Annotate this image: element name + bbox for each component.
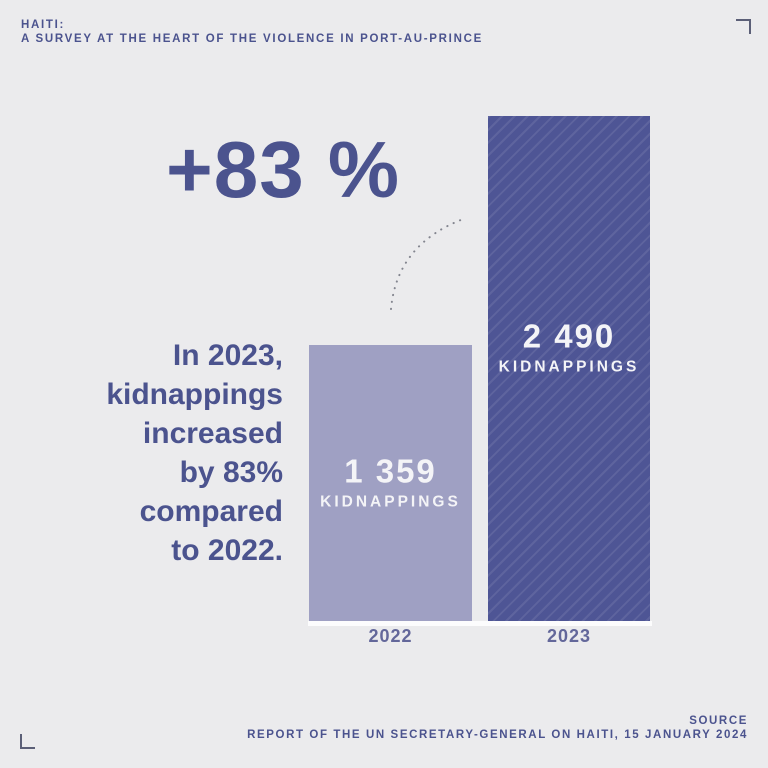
corner-bracket-bottom-left-icon — [20, 734, 35, 749]
x-axis-label-2022: 2022 — [368, 626, 413, 646]
x-axis-label-2023: 2023 — [546, 626, 592, 646]
page-title-line1: HAITI: — [21, 19, 66, 31]
page-title: HAITI: A SURVEY AT THE HEART OF THE VIOL… — [21, 18, 483, 46]
bar-2023-value: 2 490 — [522, 317, 616, 355]
headline-percent: +83 % — [166, 125, 401, 214]
bar-2023-unit: KIDNAPPINGS — [498, 358, 640, 376]
footer-source: SOURCE REPORT OF THE UN SECRETARY-GENERA… — [247, 714, 748, 742]
footer-source-text: REPORT OF THE UN SECRETARY-GENERAL ON HA… — [247, 729, 748, 741]
bar-2022: 1 359 KIDNAPPINGS — [309, 345, 472, 621]
bar-2022-label: 1 359 KIDNAPPINGS — [309, 452, 472, 512]
chart-baseline — [308, 621, 652, 626]
annotation-text: In 2023, kidnappings increased by 83% co… — [106, 339, 283, 567]
corner-bracket-top-right-icon — [736, 19, 751, 34]
bar-2023-label: 2 490 KIDNAPPINGS — [488, 317, 650, 377]
bar-2022-unit: KIDNAPPINGS — [320, 493, 461, 511]
footer-source-label: SOURCE — [689, 715, 748, 727]
bar-2022-value: 1 359 — [344, 452, 437, 490]
page-title-line2: A SURVEY AT THE HEART OF THE VIOLENCE IN… — [21, 33, 483, 45]
bar-2023: 2 490 KIDNAPPINGS — [488, 116, 650, 621]
